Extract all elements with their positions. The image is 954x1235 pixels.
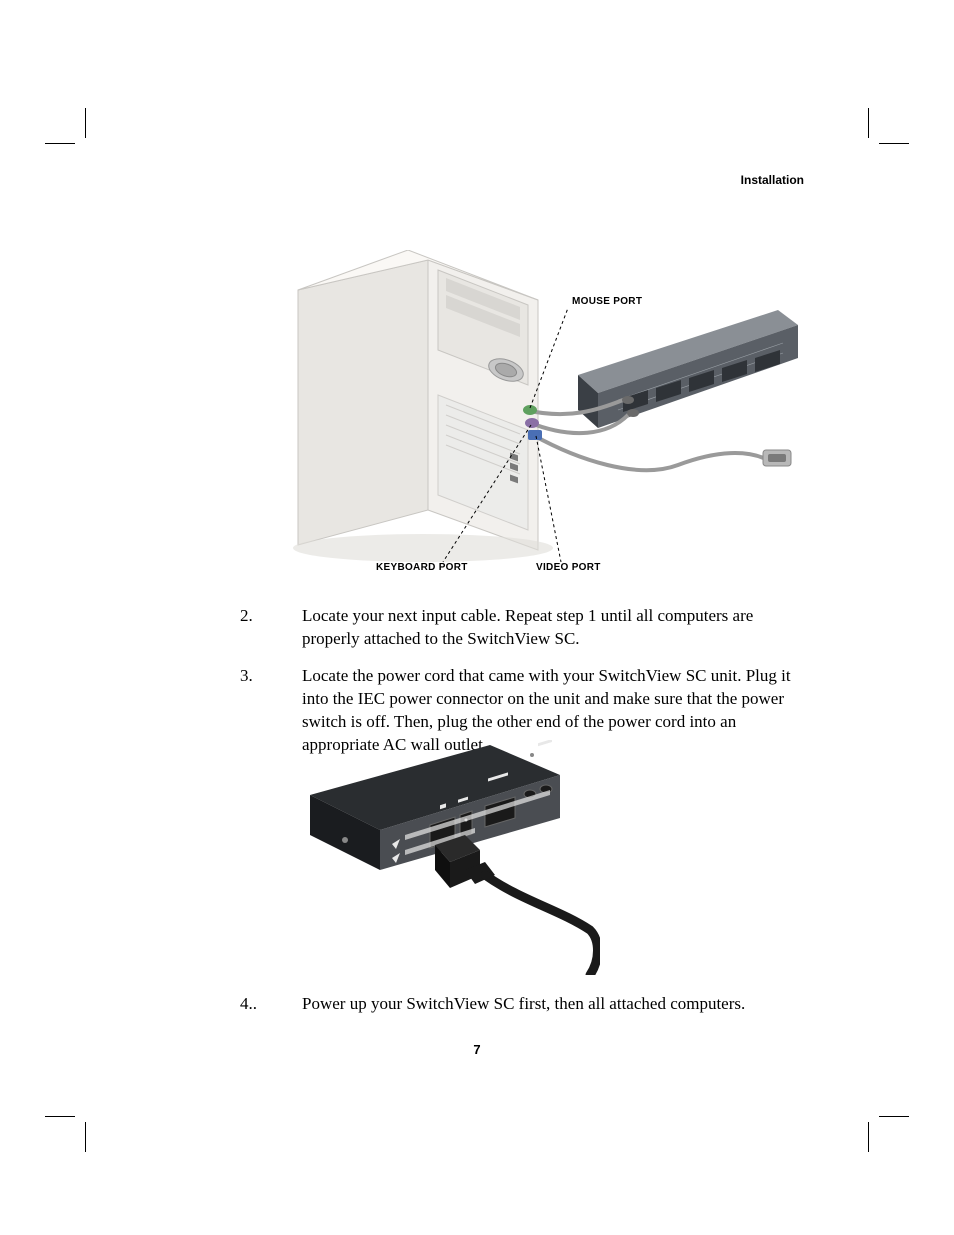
keyboard-connector-icon bbox=[525, 418, 539, 428]
step-number: 3. bbox=[240, 665, 253, 688]
db-connector-icon bbox=[763, 450, 791, 466]
kvm-switch-icon bbox=[578, 310, 798, 428]
step-text: Power up your SwitchView SC first, then … bbox=[302, 994, 745, 1013]
mouse-port-label: MOUSE PORT bbox=[572, 296, 642, 307]
section-header: Installation bbox=[741, 173, 804, 187]
figure-connection-diagram: MOUSE PORT KEYBOARD PORT VIDEO PORT bbox=[278, 250, 808, 580]
page-number: 7 bbox=[0, 1042, 954, 1057]
keyboard-port-label: KEYBOARD PORT bbox=[376, 562, 468, 573]
crop-mark bbox=[868, 1122, 869, 1152]
crop-mark bbox=[85, 1122, 86, 1152]
step-number: 2. bbox=[240, 605, 253, 628]
crop-mark bbox=[45, 1116, 75, 1117]
step-2: 2. Locate your next input cable. Repeat … bbox=[266, 605, 808, 651]
computer-tower-icon bbox=[293, 250, 553, 562]
video-connector-icon bbox=[528, 430, 542, 440]
crop-mark bbox=[879, 1116, 909, 1117]
step-4: 4.. Power up your SwitchView SC first, t… bbox=[266, 993, 808, 1016]
mouse-connector-icon bbox=[523, 405, 537, 415]
figure-power-cord bbox=[300, 740, 600, 975]
video-port-label: VIDEO PORT bbox=[536, 562, 601, 573]
crop-mark bbox=[85, 108, 86, 138]
step-text: Locate your next input cable. Repeat ste… bbox=[302, 606, 753, 648]
crop-mark bbox=[879, 143, 909, 144]
page: Installation bbox=[0, 0, 954, 1235]
power-cord-icon bbox=[435, 835, 598, 975]
crop-mark bbox=[868, 108, 869, 138]
crop-mark bbox=[45, 143, 75, 144]
step-number: 4.. bbox=[240, 993, 257, 1016]
